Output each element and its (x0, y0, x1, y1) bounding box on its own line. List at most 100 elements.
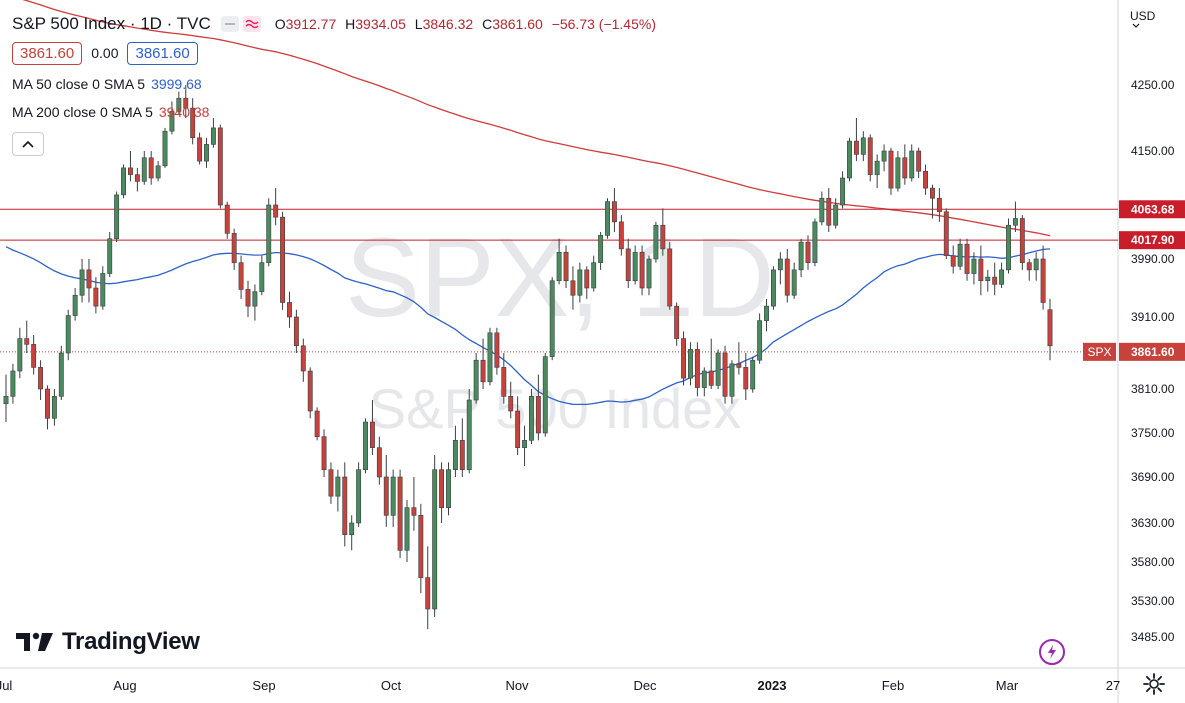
gear-icon[interactable] (1142, 672, 1166, 696)
buy-button[interactable]: 3861.60 (127, 41, 198, 65)
candle (79, 259, 85, 303)
candle-body (798, 241, 804, 271)
candle-body (992, 276, 998, 285)
collapse-legend-button[interactable] (12, 132, 44, 156)
candle (148, 151, 154, 185)
price-tick-label: 3750.00 (1131, 426, 1175, 440)
candle (826, 188, 832, 232)
candle-body (328, 469, 334, 497)
ma50-row[interactable]: MA 50 close 0 SMA 5 3999.68 (12, 70, 656, 98)
candle-body (259, 262, 265, 292)
candle-body (646, 258, 652, 289)
candle-body (452, 440, 458, 470)
candle (556, 238, 562, 285)
candle-body (729, 363, 735, 397)
lightning-icon[interactable] (1039, 639, 1065, 665)
candle-body (902, 157, 908, 179)
candle (729, 360, 735, 404)
candle (757, 313, 763, 364)
symbol-tag-label: SPX (1087, 345, 1111, 359)
candle-body (867, 137, 873, 175)
candle-body (888, 150, 894, 189)
candle (1040, 245, 1046, 310)
candle (252, 284, 258, 321)
candle (93, 277, 99, 314)
candle-body (459, 440, 465, 470)
ma200-line (22, 0, 1051, 237)
candle (784, 248, 790, 303)
candle (100, 266, 106, 310)
candle (605, 198, 610, 239)
candle (632, 245, 638, 285)
candle (736, 342, 742, 375)
candle (660, 208, 666, 256)
candle (936, 188, 942, 222)
candle (404, 500, 410, 562)
candle (266, 198, 272, 267)
candle-body (1026, 262, 1032, 271)
candle (397, 469, 403, 559)
time-tick-label: Feb (882, 678, 904, 693)
candle-body (874, 160, 880, 175)
candle-body (1047, 309, 1053, 347)
time-tick-label: Aug (113, 678, 136, 693)
candle (791, 262, 797, 299)
candle (909, 144, 915, 182)
candle-body (390, 476, 396, 516)
symbol-title[interactable]: S&P 500 Index · 1D · TVC (12, 14, 211, 33)
candle-body (162, 130, 168, 167)
candle-body (397, 476, 403, 551)
candle (473, 353, 479, 404)
candle-body (107, 238, 113, 274)
price-tick-label: 3990.00 (1131, 252, 1175, 266)
candle (162, 127, 168, 168)
candle-body (501, 367, 507, 397)
ma200-row[interactable]: MA 200 close 0 SMA 5 3940.38 (12, 98, 656, 126)
candle-body (812, 221, 818, 263)
candle-body (784, 258, 790, 296)
candle (376, 436, 382, 485)
candle-body (529, 396, 534, 441)
currency-selector[interactable]: USD (1130, 9, 1155, 29)
chevron-down-icon (1132, 23, 1140, 28)
candle-body (570, 280, 576, 296)
candle (480, 338, 486, 389)
candle-body (432, 469, 438, 610)
candle (722, 345, 728, 404)
candle (487, 327, 493, 386)
candle (134, 167, 140, 192)
candle-body (1040, 258, 1046, 303)
market-status-icon[interactable] (220, 16, 239, 32)
candle (1006, 218, 1011, 274)
candle-body (224, 204, 230, 234)
candle (639, 245, 645, 296)
candle-body (487, 332, 493, 383)
symbol-tag (1083, 342, 1116, 361)
candle (930, 184, 935, 219)
candle (819, 191, 825, 226)
price-tick-label: 3810.00 (1131, 382, 1175, 396)
data-mode-icon[interactable] (242, 16, 261, 32)
sell-button[interactable]: 3861.60 (12, 41, 83, 65)
close-value: 3861.60 (492, 16, 543, 32)
candle-body (114, 194, 120, 240)
candle-body (777, 258, 783, 271)
candle-body (121, 167, 126, 196)
candle-body (743, 367, 749, 390)
ma200-value: 3940.38 (158, 104, 210, 120)
candle-body (853, 140, 859, 155)
tradingview-logo[interactable]: TradingView (16, 628, 200, 656)
candle (72, 288, 78, 321)
price-tick-label: 3630.00 (1131, 516, 1175, 530)
candle-body (584, 269, 590, 289)
low-value: 3846.32 (422, 16, 474, 32)
candle (38, 360, 44, 400)
candle (307, 367, 313, 419)
candle (840, 171, 846, 209)
candle (798, 238, 804, 278)
candle (971, 252, 977, 285)
change-value: −56.73 (−1.45%) (551, 16, 656, 32)
candle-body (51, 396, 57, 419)
